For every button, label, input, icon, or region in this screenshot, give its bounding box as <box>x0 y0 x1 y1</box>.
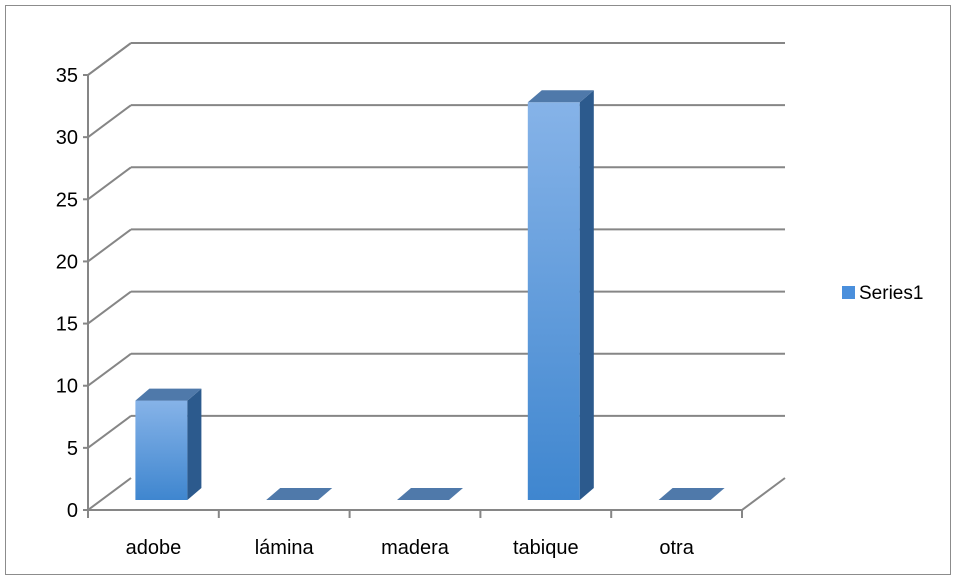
x-tick-label-3: tabique <box>513 537 579 559</box>
x-tick-label-0: adobe <box>126 537 182 559</box>
bar-front <box>527 102 580 501</box>
x-tick-label-4: otra <box>659 537 694 559</box>
gridline-wall-10 <box>87 352 132 387</box>
legend-swatch-series1 <box>842 286 855 299</box>
bar-front <box>135 400 188 500</box>
bar-top <box>135 388 202 401</box>
y-tick-label-35: 35 <box>56 65 78 87</box>
gridline-wall-0 <box>87 477 132 511</box>
x-tick-label-2: madera <box>381 537 450 559</box>
y-tick-label-25: 25 <box>56 189 78 211</box>
gridline-wall-25 <box>87 166 132 201</box>
gridline-wall-30 <box>87 104 132 138</box>
y-axis <box>83 42 743 518</box>
y-tick-label-20: 20 <box>56 251 78 273</box>
bar-top <box>266 488 333 500</box>
bars <box>135 90 725 501</box>
bar-side <box>187 388 202 500</box>
bar-top <box>397 488 463 500</box>
gridline-wall-5 <box>87 415 132 449</box>
gridline-wall-15 <box>87 290 132 325</box>
gridlines <box>87 42 786 511</box>
x-tick-label-1: lámina <box>255 537 315 559</box>
axis-labels: 0 5 10 15 20 25 30 35 adobe lámina madera tabique ot… <box>56 65 695 559</box>
legend-label-series1: Series1 <box>859 283 923 304</box>
bar-3 <box>527 90 594 501</box>
bar-side <box>579 90 594 501</box>
bar-top <box>527 90 594 103</box>
y-tick-label-5: 5 <box>67 438 78 460</box>
y-tick-label-0: 0 <box>67 500 78 522</box>
bar-4 <box>658 488 725 500</box>
bar-top <box>658 488 725 500</box>
legend: Series1 <box>842 283 923 304</box>
y-tick-label-30: 30 <box>56 127 78 149</box>
bar-0 <box>135 388 202 500</box>
y-tick-label-15: 15 <box>56 314 78 336</box>
wall-top-edge <box>87 42 132 76</box>
bar-2 <box>397 488 463 500</box>
bar-1 <box>266 488 333 500</box>
gridline-wall-20 <box>87 228 132 263</box>
y-tick-label-10: 10 <box>56 376 78 398</box>
